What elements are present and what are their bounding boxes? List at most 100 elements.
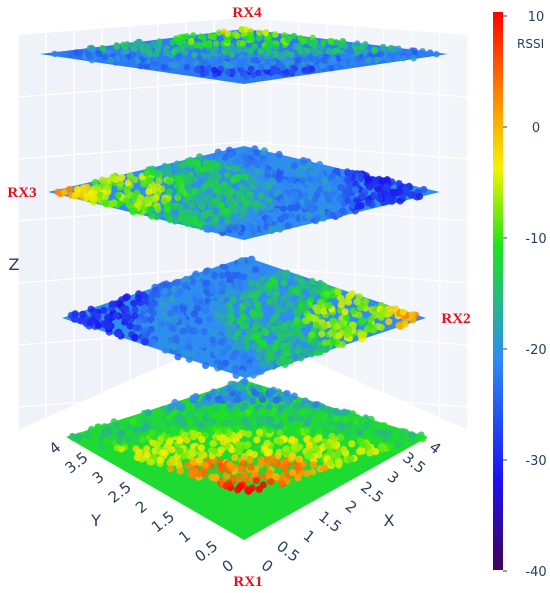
- data-point: [159, 301, 167, 309]
- data-point: [341, 308, 349, 316]
- data-point: [176, 436, 184, 444]
- data-point: [118, 173, 126, 181]
- data-point: [276, 438, 285, 446]
- data-point: [362, 421, 370, 429]
- data-point: [202, 361, 210, 370]
- data-point: [203, 196, 211, 204]
- data-point: [358, 44, 365, 51]
- data-point: [195, 317, 203, 325]
- data-point: [215, 29, 223, 36]
- data-point: [165, 188, 173, 196]
- data-point: [300, 347, 308, 355]
- data-point: [84, 51, 92, 58]
- data-point: [252, 149, 260, 157]
- data-point: [223, 171, 231, 179]
- data-point: [223, 47, 230, 55]
- data-point: [129, 51, 137, 58]
- data-point: [136, 317, 144, 325]
- data-point: [101, 53, 109, 61]
- data-point: [346, 412, 355, 420]
- data-point: [179, 327, 187, 335]
- data-point: [190, 458, 198, 466]
- data-point: [141, 304, 149, 312]
- data-point: [285, 290, 293, 298]
- data-point: [253, 436, 261, 444]
- data-point: [176, 467, 184, 475]
- data-point: [364, 176, 372, 184]
- data-point: [97, 442, 105, 450]
- data-point: [287, 51, 294, 59]
- data-point: [288, 58, 295, 65]
- data-point: [332, 407, 340, 415]
- data-point: [79, 310, 87, 318]
- data-point: [267, 42, 274, 49]
- data-point: [309, 290, 317, 299]
- data-point: [184, 461, 192, 470]
- data-point: [229, 68, 236, 76]
- data-point: [181, 431, 189, 439]
- data-point: [340, 408, 348, 416]
- data-point: [301, 50, 308, 58]
- data-point: [202, 224, 210, 233]
- data-point: [183, 64, 190, 71]
- data-point: [282, 445, 290, 453]
- colorbar-tick-label: 10: [528, 10, 545, 25]
- data-point: [191, 52, 199, 59]
- data-point: [289, 452, 297, 461]
- data-point: [189, 350, 198, 358]
- data-point: [303, 199, 311, 207]
- data-point: [121, 56, 128, 63]
- data-point: [247, 194, 255, 202]
- data-point: [402, 437, 410, 445]
- data-point: [380, 422, 388, 430]
- data-point: [132, 46, 139, 53]
- data-point: [180, 421, 188, 429]
- data-point: [260, 473, 268, 481]
- data-point: [288, 217, 296, 225]
- data-point: [321, 416, 329, 424]
- data-point: [328, 64, 335, 72]
- data-point: [272, 473, 280, 481]
- data-point: [383, 184, 391, 192]
- data-point: [262, 30, 269, 37]
- data-point: [275, 150, 283, 159]
- data-point: [211, 66, 218, 74]
- data-point: [297, 415, 305, 423]
- data-point: [301, 191, 309, 199]
- data-point: [151, 320, 159, 328]
- data-point: [265, 344, 273, 352]
- data-point: [124, 179, 132, 187]
- data-point: [419, 48, 426, 55]
- data-point: [248, 255, 256, 263]
- data-point: [267, 362, 275, 370]
- data-point: [289, 346, 297, 354]
- data-point: [146, 206, 154, 214]
- data-point: [272, 291, 280, 299]
- layer-rx1: [66, 377, 428, 540]
- data-point: [297, 354, 305, 362]
- data-point: [377, 323, 385, 331]
- data-point: [294, 169, 302, 177]
- data-point: [345, 292, 353, 300]
- data-point: [138, 436, 146, 444]
- data-point: [131, 333, 139, 341]
- data-point: [263, 63, 270, 70]
- data-point: [131, 305, 139, 314]
- data-point: [266, 426, 274, 434]
- data-point: [212, 45, 219, 52]
- data-point: [218, 287, 226, 295]
- data-point: [326, 448, 334, 456]
- data-point: [123, 48, 130, 55]
- data-point: [146, 176, 154, 184]
- data-point: [131, 176, 139, 184]
- data-point: [197, 216, 205, 224]
- data-point: [228, 51, 236, 58]
- data-point: [320, 307, 328, 315]
- data-point: [206, 209, 214, 217]
- data-point: [68, 50, 75, 58]
- data-point: [153, 51, 160, 58]
- data-point: [290, 190, 299, 198]
- data-point: [238, 26, 245, 33]
- data-point: [255, 346, 264, 354]
- colorbar-title: RSSI: [517, 37, 544, 51]
